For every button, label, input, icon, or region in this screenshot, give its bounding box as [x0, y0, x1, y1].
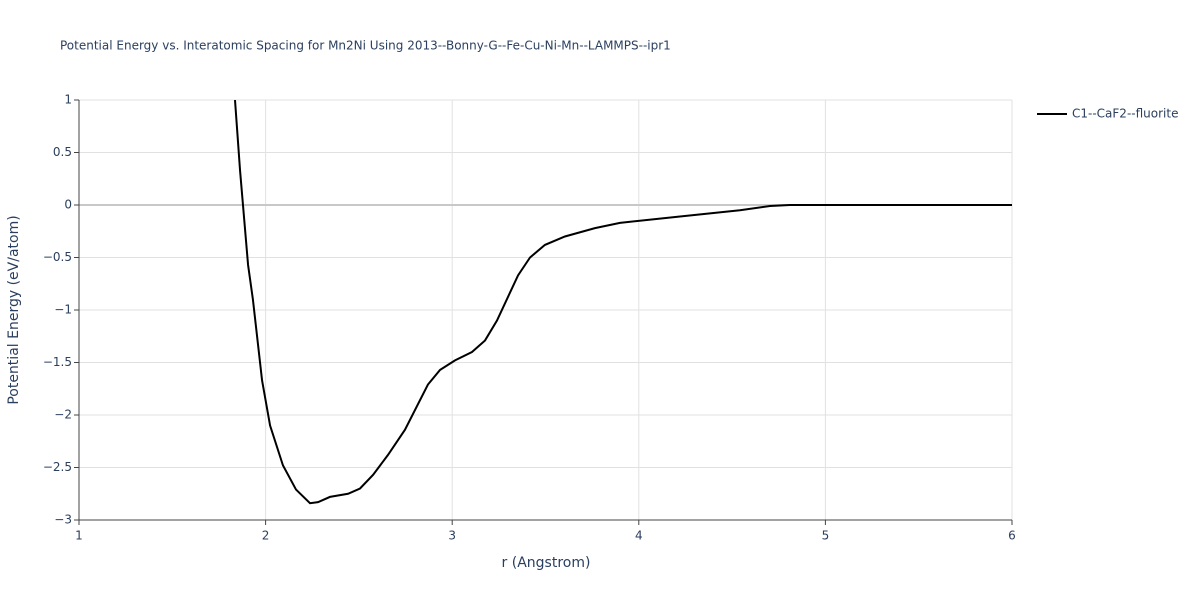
y-tick-label: −3	[54, 513, 72, 527]
x-tick-label: 4	[635, 529, 643, 543]
y-tick-label: −2	[54, 408, 72, 422]
x-tick-label: 1	[75, 529, 83, 543]
y-tick-label: 0.5	[53, 145, 72, 159]
y-tick-label: −1	[54, 303, 72, 317]
y-tick-label: 0	[64, 198, 72, 212]
line-series	[234, 100, 1012, 505]
x-tick-label: 5	[822, 529, 830, 543]
chart-title: Potential Energy vs. Interatomic Spacing…	[60, 39, 671, 53]
x-axis-label: r (Angstrom)	[502, 555, 591, 571]
x-tick-label: 3	[448, 529, 456, 543]
legend-label: C1--CaF2--fluorite	[1072, 107, 1178, 121]
y-tick-label: 1	[64, 93, 72, 107]
y-tick-label: −1.5	[43, 355, 72, 369]
x-tick-label: 6	[1008, 529, 1016, 543]
x-tick-label: 2	[262, 529, 270, 543]
y-tick-label: −2.5	[43, 460, 72, 474]
y-tick-label: −0.5	[43, 250, 72, 264]
y-axis-label: Potential Energy (eV/atom)	[6, 215, 22, 404]
